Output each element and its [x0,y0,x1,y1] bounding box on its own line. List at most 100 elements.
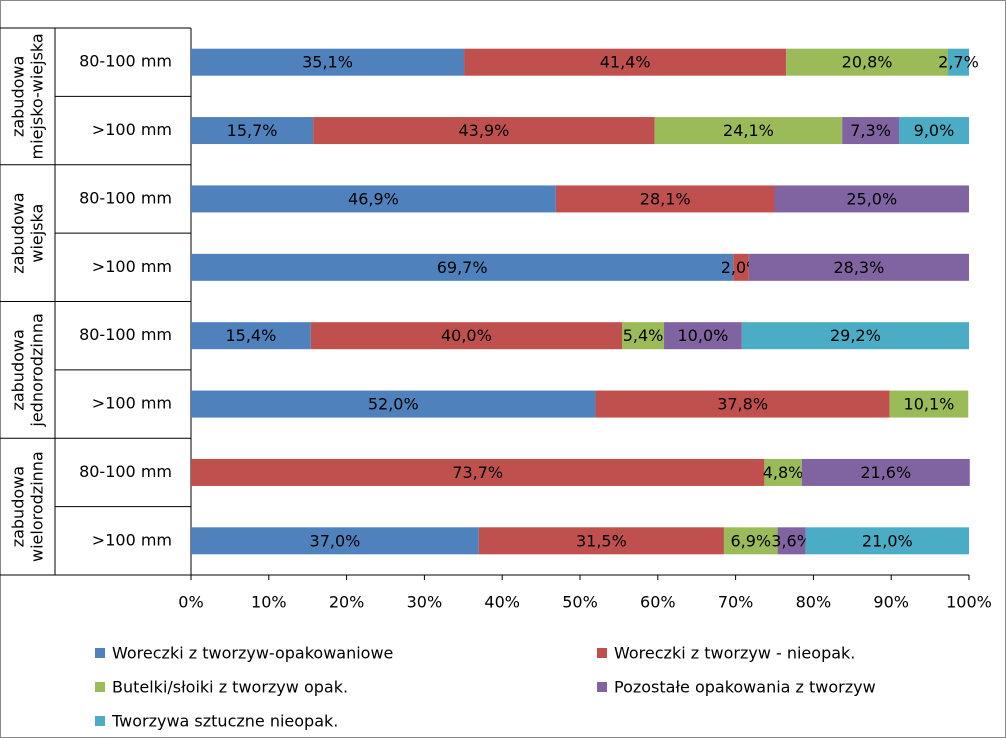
data-label: 40,0% [441,326,492,345]
data-label: 35,1% [302,53,353,72]
legend-label: Woreczki z tworzyw-opakowaniowe [112,644,393,663]
data-label: 7,3% [850,121,891,140]
x-tick-label: 40% [484,593,520,612]
bar-segment [748,253,969,281]
bar-segment [191,322,311,350]
legend-swatch [95,682,105,692]
bar-segment [464,48,787,76]
bar-segment [191,527,479,555]
legend-swatch [95,648,105,658]
bar-segment [723,527,778,555]
data-label: 6,9% [730,531,771,550]
bar-segment [777,527,806,555]
data-label: 5,4% [623,326,664,345]
bar-segment [801,458,970,486]
group-label-line: miejsko-wiejska [27,33,46,159]
bar-segment [313,117,655,145]
bar-segment [191,390,596,418]
legend-swatch [95,716,105,726]
bar-segment [774,185,969,213]
data-label: 46,9% [348,189,399,208]
data-label: 52,0% [368,395,419,414]
data-label: 28,1% [640,189,691,208]
data-label: 21,6% [860,463,911,482]
y-tick-label: >100 mm [92,120,172,139]
data-label: 25,0% [846,189,897,208]
group-label-line: wielorodzinna [27,451,46,562]
bar-segment [764,458,802,486]
group-label-line: zabudowa [8,192,27,273]
bar-segment [805,527,969,555]
legend-swatch [597,648,607,658]
bar-segment [191,253,734,281]
bar-segment [947,48,969,76]
data-label: 4,8% [763,463,804,482]
y-tick-label: 80-100 mm [79,188,172,207]
bar-segment [622,322,665,350]
legend-label: Pozostałe opakowania z tworzyw [614,678,876,697]
legend-label: Woreczki z tworzyw - nieopak. [614,644,855,663]
data-label: 28,3% [833,258,884,277]
data-label: 15,4% [225,326,276,345]
data-label: 20,8% [842,53,893,72]
data-label: 2,7% [938,53,979,72]
bar-segment [191,117,314,145]
group-label-line: wiejska [27,204,46,263]
x-tick-label: 30% [407,593,443,612]
data-label: 69,7% [437,258,488,277]
group-label: zabudowawielorodzinna [8,451,46,562]
bar-segment [654,117,843,145]
bar-segment [898,117,969,145]
data-label: 10,1% [904,395,955,414]
data-label: 43,9% [459,121,510,140]
y-tick-label: >100 mm [92,394,172,413]
x-tick-label: 90% [873,593,909,612]
data-label: 37,8% [717,395,768,414]
group-label: zabudowamiejsko-wiejska [8,33,46,159]
group-label-line: zabudowa [8,329,27,410]
data-label: 73,7% [452,463,503,482]
x-tick-label: 0% [178,593,203,612]
legend-label: Tworzywa sztuczne nieopak. [111,712,338,731]
group-label-line: zabudowa [8,466,27,547]
data-label: 24,1% [723,121,774,140]
y-tick-label: 80-100 mm [79,325,172,344]
bar-segment [889,390,969,418]
x-tick-label: 100% [946,593,992,612]
data-label: 3,6% [771,531,812,550]
y-tick-label: 80-100 mm [79,52,172,71]
bar-segment [310,322,623,350]
data-label: 29,2% [830,326,881,345]
y-tick-label: >100 mm [92,530,172,549]
data-label: 15,7% [227,121,278,140]
x-tick-label: 80% [796,593,832,612]
bar-segment [595,390,890,418]
x-tick-label: 50% [562,593,598,612]
legend-swatch [597,682,607,692]
bar-segment [842,117,899,145]
x-tick-label: 70% [718,593,754,612]
data-label: 10,0% [678,326,729,345]
y-tick-label: 80-100 mm [79,462,172,481]
bar-segment [733,253,749,281]
data-label: 21,0% [862,531,913,550]
data-label: 9,0% [914,121,955,140]
bar-segment [191,458,765,486]
data-label: 37,0% [310,531,361,550]
group-label-line: jednorodzinna [27,313,46,427]
bar-segment [191,48,465,76]
x-tick-label: 60% [640,593,676,612]
bar-segment [191,185,556,213]
y-tick-label: >100 mm [92,257,172,276]
group-label: zabudowawiejska [8,192,46,273]
bar-segment [555,185,775,213]
x-tick-label: 10% [251,593,287,612]
group-label: zabudowajednorodzinna [8,313,46,427]
group-label-line: zabudowa [8,56,27,137]
bar-segment [786,48,948,76]
legend-label: Butelki/słoiki z tworzyw opak. [112,678,348,697]
data-label: 31,5% [576,531,627,550]
bar-segment [664,322,742,350]
